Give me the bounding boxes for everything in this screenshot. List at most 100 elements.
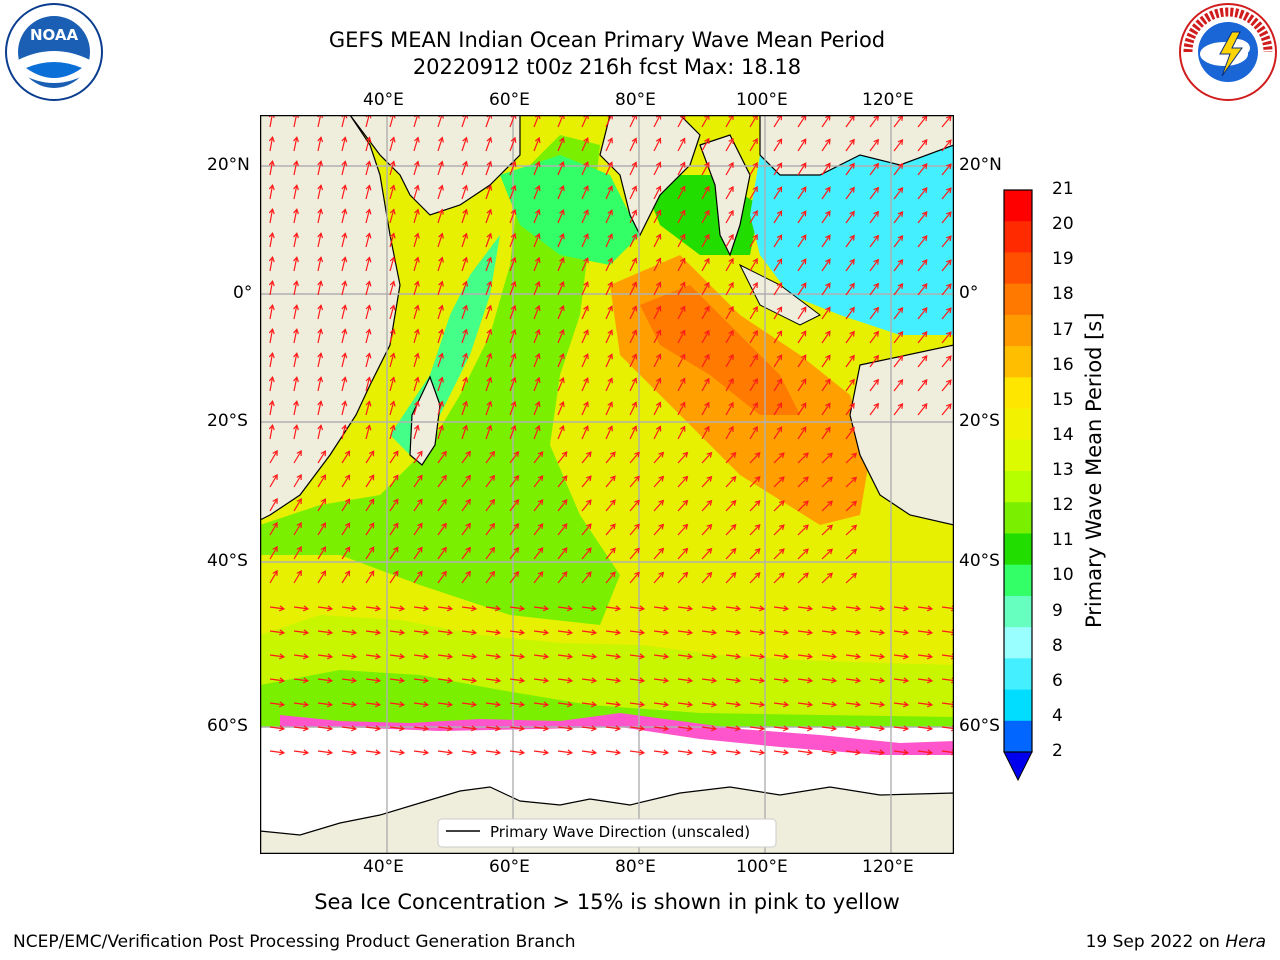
wave-arrow-head (462, 232, 469, 239)
wave-arrow-head (462, 256, 469, 263)
wave-arrow-head (849, 234, 855, 241)
wave-arrow (749, 750, 764, 754)
map-legend: Primary Wave Direction (unscaled) (437, 818, 777, 848)
wave-arrow (461, 571, 471, 584)
wave-arrow (269, 353, 274, 368)
wave-arrow-head (830, 677, 838, 684)
wave-arrow-head (350, 677, 358, 684)
colorbar-tick-label: 11 (1052, 530, 1074, 551)
wave-arrow-head (902, 725, 910, 732)
wave-arrow (533, 425, 540, 440)
colorbar-tick-label: 21 (1052, 179, 1074, 199)
wave-arrow-head (268, 280, 275, 287)
wave-arrow-head (510, 400, 517, 407)
wave-arrow-head (921, 139, 928, 146)
wave-arrow (557, 209, 564, 224)
wave-arrow (269, 209, 274, 224)
wave-arrow-head (607, 305, 613, 312)
wave-arrow-head (350, 725, 358, 732)
wave-arrow (317, 137, 322, 152)
wave-arrow (893, 139, 903, 152)
wave-arrow (749, 476, 761, 488)
wave-arrow-head (438, 280, 444, 287)
wave-arrow-head (728, 401, 734, 408)
wave-arrow-head (590, 749, 598, 756)
wave-arrow-head (441, 546, 447, 553)
wave-arrow (845, 211, 855, 224)
wave-arrow (557, 377, 564, 392)
wave-arrow-head (638, 653, 646, 660)
wave-arrow-head (293, 184, 299, 191)
wave-arrow (389, 401, 395, 416)
wave-arrow (749, 402, 758, 416)
wave-arrow-head (365, 184, 372, 191)
wave-arrow-head (317, 160, 324, 167)
wave-arrow-head (734, 725, 742, 732)
wave-arrow (413, 305, 419, 320)
wave-arrow-head (607, 401, 613, 408)
wave-arrow-head (945, 211, 952, 218)
wave-arrow (533, 678, 548, 682)
wave-arrow (485, 425, 492, 440)
wave-arrow-head (776, 234, 783, 241)
wave-arrow-head (489, 546, 495, 553)
wave-arrow-head (486, 184, 493, 191)
wave-arrow-head (510, 352, 517, 359)
wave-arrow-head (802, 572, 809, 579)
wave-arrow-head (682, 523, 689, 530)
wave-arrow-head (614, 677, 622, 684)
wave-arrow-head (268, 352, 275, 359)
wave-arrow-head (585, 571, 592, 578)
wave-arrow (821, 427, 831, 440)
wave-arrow-head (658, 451, 665, 458)
wave-arrow (293, 329, 298, 344)
wave-arrow-head (446, 749, 454, 756)
wave-arrow (869, 606, 884, 610)
wave-arrow-head (704, 137, 710, 144)
wave-arrow (293, 546, 302, 560)
wave-arrow-head (393, 522, 399, 529)
lon-label-bottom: 40°E (363, 857, 404, 877)
wave-arrow-head (704, 401, 710, 408)
wave-arrow (269, 425, 274, 440)
wave-arrow-head (489, 570, 495, 577)
wave-arrow-head (854, 629, 862, 636)
wave-arrow-head (341, 328, 348, 335)
wave-arrow-head (486, 424, 493, 431)
wave-arrow-head (365, 280, 372, 287)
wave-arrow (845, 379, 855, 392)
wave-arrow-head (341, 376, 348, 383)
wave-arrow-head (465, 474, 471, 481)
wave-arrow (821, 163, 831, 176)
wave-arrow (293, 305, 298, 320)
wave-arrow (821, 500, 833, 512)
wave-arrow (941, 211, 952, 224)
wave-arrow-head (897, 402, 904, 409)
wave-arrow (773, 186, 783, 200)
wave-arrow (941, 283, 952, 296)
wave-arrow-head (662, 653, 670, 660)
wave-arrow-head (302, 629, 310, 636)
wave-arrow-head (897, 354, 904, 361)
wave-arrow-head (607, 161, 613, 168)
wave-arrow (653, 306, 661, 320)
wave-arrow (773, 726, 788, 730)
wave-arrow-head (926, 749, 934, 756)
wave-arrow (485, 451, 495, 464)
wave-arrow-head (278, 653, 286, 660)
wave-arrow (437, 702, 452, 706)
sea-ice-caption: Sea Ice Concentration > 15% is shown in … (314, 890, 900, 914)
wave-arrow-head (389, 376, 396, 383)
wave-arrow (461, 451, 471, 464)
wave-arrow-head (873, 378, 880, 385)
wave-arrow-head (583, 425, 589, 432)
wave-arrow-head (422, 701, 430, 708)
wave-arrow-head (679, 305, 686, 312)
wave-arrow-head (800, 234, 807, 241)
wave-arrow-head (854, 677, 862, 684)
wave-arrow-head (365, 208, 372, 215)
wave-arrow-head (758, 725, 766, 732)
wave-arrow-head (393, 546, 399, 553)
wave-arrow (317, 329, 322, 344)
wave-arrow (725, 282, 734, 296)
